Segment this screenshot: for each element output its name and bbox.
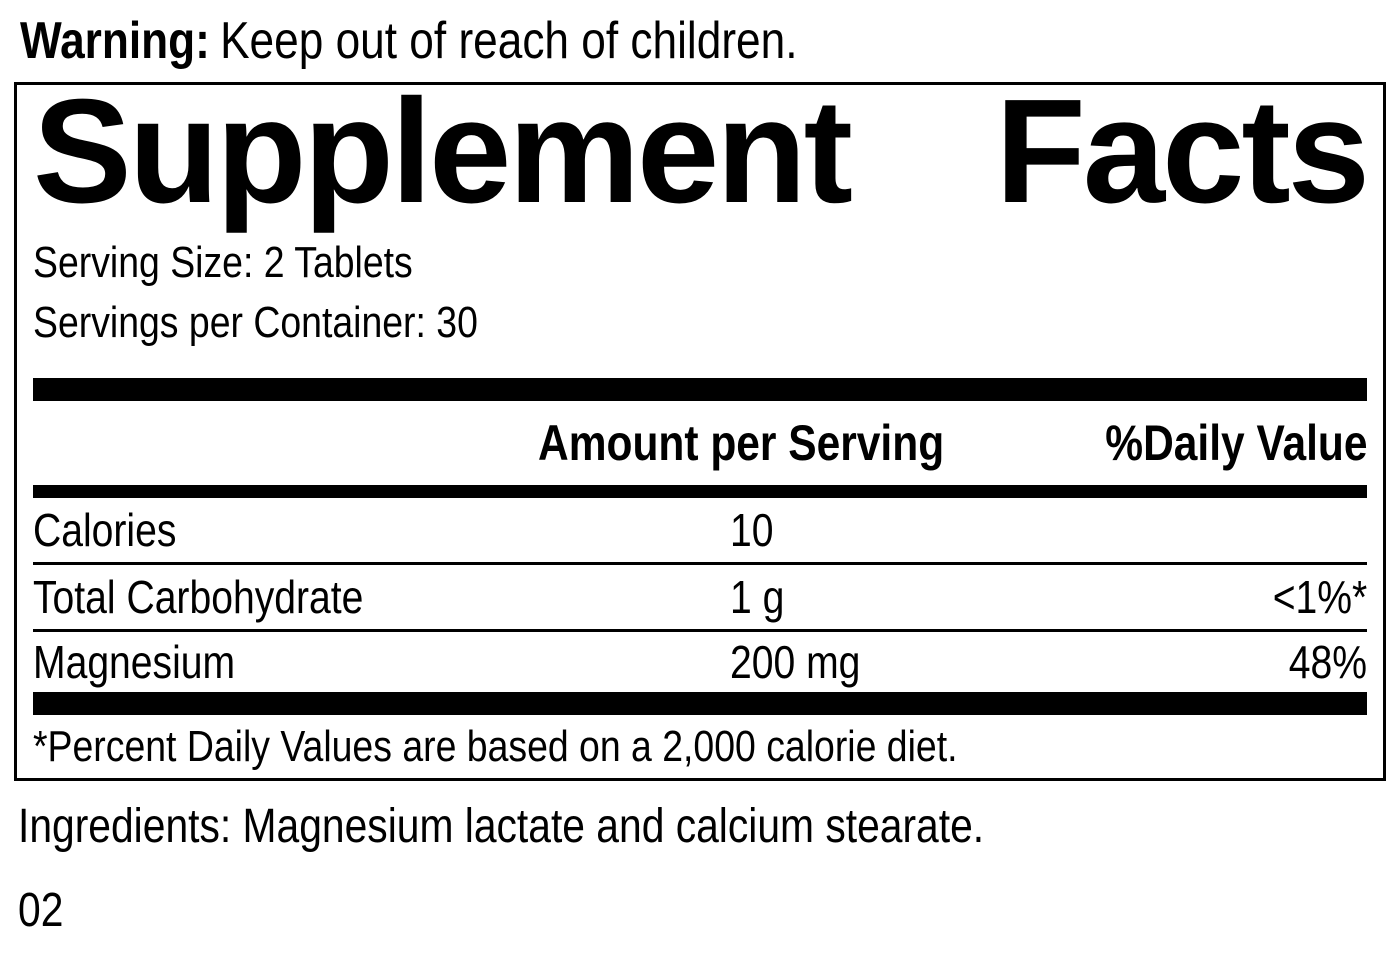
ingredients-line: Ingredients: Magnesium lactate and calci… (18, 799, 1400, 855)
title-word-supplement: Supplement (33, 69, 853, 234)
footnote: *Percent Daily Values are based on a 2,0… (33, 721, 958, 771)
nutrient-amount: 10 (730, 504, 774, 556)
page-code-line: 02 (18, 885, 1400, 937)
divider-bar-bottom (33, 692, 1367, 715)
panel-title: Supplement Facts (33, 69, 1370, 234)
nutrient-row-calories: Calories 10 (33, 498, 1367, 562)
nutrient-amount: 1 g (730, 571, 785, 623)
servings-per-container-line: Servings per Container: 30 (33, 293, 1367, 353)
divider-bar-header (33, 485, 1367, 498)
column-header-dv-cell: %Daily Value (1059, 414, 1367, 472)
ingredients-text: Ingredients: Magnesium lactate and calci… (18, 800, 985, 853)
row-divider-2 (33, 629, 1367, 632)
nutrient-name: Magnesium (33, 636, 236, 688)
servings-per-container: Servings per Container: 30 (33, 298, 478, 347)
nutrient-dv-cell: <1%* (1256, 570, 1367, 624)
nutrient-row-total-carbohydrate: Total Carbohydrate 1 g <1%* (33, 565, 1367, 629)
serving-size: Serving Size: 2 Tablets (33, 238, 413, 287)
column-header-amount-cell: Amount per Serving (538, 414, 1016, 472)
serving-size-line: Serving Size: 2 Tablets (33, 233, 1367, 293)
warning-line: Warning: Keep out of reach of children. (0, 0, 1400, 82)
nutrient-name-cell: Magnesium (33, 635, 730, 689)
nutrient-name: Total Carbohydrate (33, 571, 364, 623)
column-header-row: Amount per Serving %Daily Value (33, 401, 1367, 485)
nutrient-amount: 200 mg (730, 636, 861, 688)
supplement-facts-panel: Supplement Facts Serving Size: 2 Tablets… (14, 77, 1386, 781)
nutrient-name-cell: Total Carbohydrate (33, 570, 730, 624)
divider-bar-top (33, 378, 1367, 401)
column-header-amount: Amount per Serving (538, 415, 945, 471)
warning-label: Warning: (20, 12, 210, 70)
nutrient-name: Calories (33, 504, 177, 556)
nutrient-amount-cell: 1 g (730, 570, 1256, 624)
warning-message: Keep out of reach of children. (220, 12, 798, 70)
nutrient-name-cell: Calories (33, 503, 730, 557)
nutrient-dv: 48% (1288, 636, 1367, 688)
row-divider-1 (33, 562, 1367, 565)
page-code: 02 (18, 884, 64, 937)
nutrient-dv: <1%* (1272, 571, 1367, 623)
column-header-dv: %Daily Value (1104, 415, 1367, 471)
nutrient-dv-cell: 48% (1275, 635, 1367, 689)
nutrient-amount-cell: 200 mg (730, 635, 1275, 689)
footnote-line: *Percent Daily Values are based on a 2,0… (33, 715, 1367, 778)
nutrient-amount-cell: 10 (730, 503, 1367, 557)
title-word-facts: Facts (995, 69, 1370, 234)
nutrient-row-magnesium: Magnesium 200 mg 48% (33, 632, 1367, 692)
